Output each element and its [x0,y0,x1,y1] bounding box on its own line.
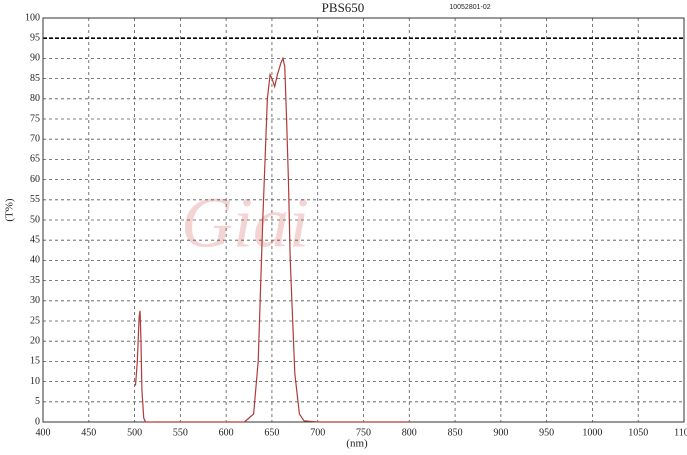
x-tick-label: 650 [264,427,279,438]
x-tick-label: 800 [402,427,417,438]
y-tick-label: 5 [35,396,40,407]
x-tick-label: 700 [310,427,325,438]
y-tick-label: 30 [30,295,40,306]
x-axis-label: (nm) [346,438,368,450]
y-axis-label: (T%) [4,198,16,222]
y-tick-label: 25 [30,315,40,326]
y-tick-label: 70 [30,133,40,144]
y-tick-label: 0 [35,416,40,427]
x-tick-label: 750 [356,427,371,438]
x-tick-label: 900 [493,427,508,438]
y-tick-label: 60 [30,174,40,185]
x-tick-label: 1050 [628,427,648,438]
watermark: Giai [181,183,309,263]
y-tick-label: 75 [30,113,40,124]
x-tick-label: 450 [81,427,96,438]
y-tick-label: 20 [30,335,40,346]
x-tick-label: 950 [539,427,554,438]
y-tick-label: 15 [30,356,40,367]
x-tick-label: 850 [448,427,463,438]
x-tick-label: 1100 [674,427,687,438]
x-tick-label: 600 [219,427,234,438]
data-line [134,56,410,423]
x-tick-label: 400 [36,427,51,438]
y-tick-label: 95 [30,32,40,43]
y-tick-label: 90 [30,53,40,64]
chart-subtitle: 10052801-02 [449,4,490,11]
y-tick-label: 55 [30,194,40,205]
y-tick-label: 10 [30,376,40,387]
y-tick-label: 50 [30,214,40,225]
x-tick-label: 550 [173,427,188,438]
x-tick-label: 500 [127,427,142,438]
y-tick-label: 40 [30,255,40,266]
x-tick-label: 1000 [582,427,602,438]
y-tick-label: 100 [25,12,40,23]
chart-title: PBS650 [322,0,365,15]
y-tick-label: 80 [30,93,40,104]
y-tick-label: 45 [30,234,40,245]
y-tick-label: 65 [30,154,40,165]
y-tick-label: 85 [30,73,40,84]
y-tick-label: 35 [30,275,40,286]
